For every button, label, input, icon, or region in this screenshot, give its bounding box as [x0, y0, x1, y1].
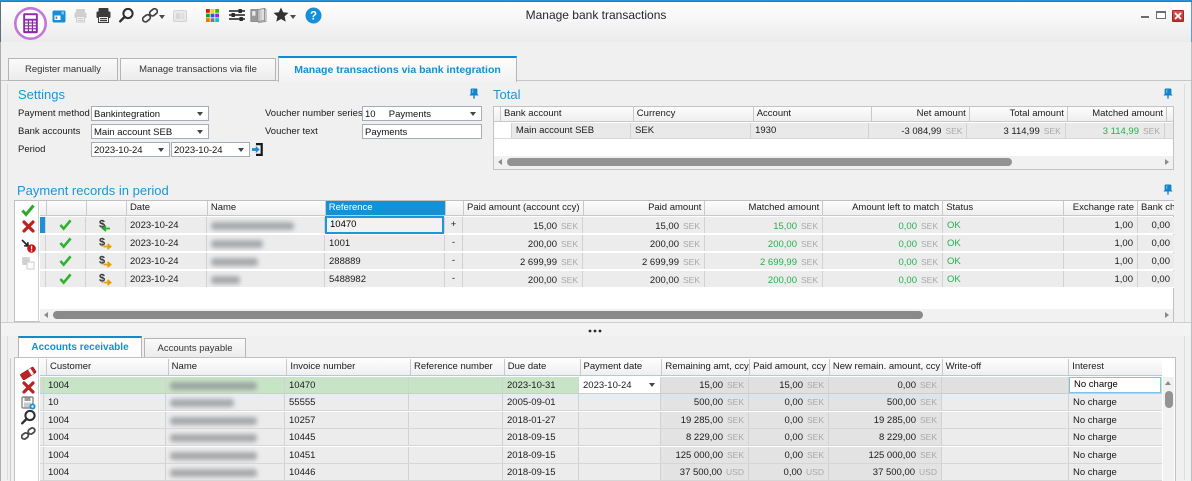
svg-text:?: ? — [310, 11, 317, 23]
svg-text:$: $ — [99, 273, 105, 285]
svg-text:$: $ — [99, 219, 105, 231]
svg-text:$: $ — [99, 237, 105, 249]
svg-text:$: $ — [99, 255, 105, 267]
